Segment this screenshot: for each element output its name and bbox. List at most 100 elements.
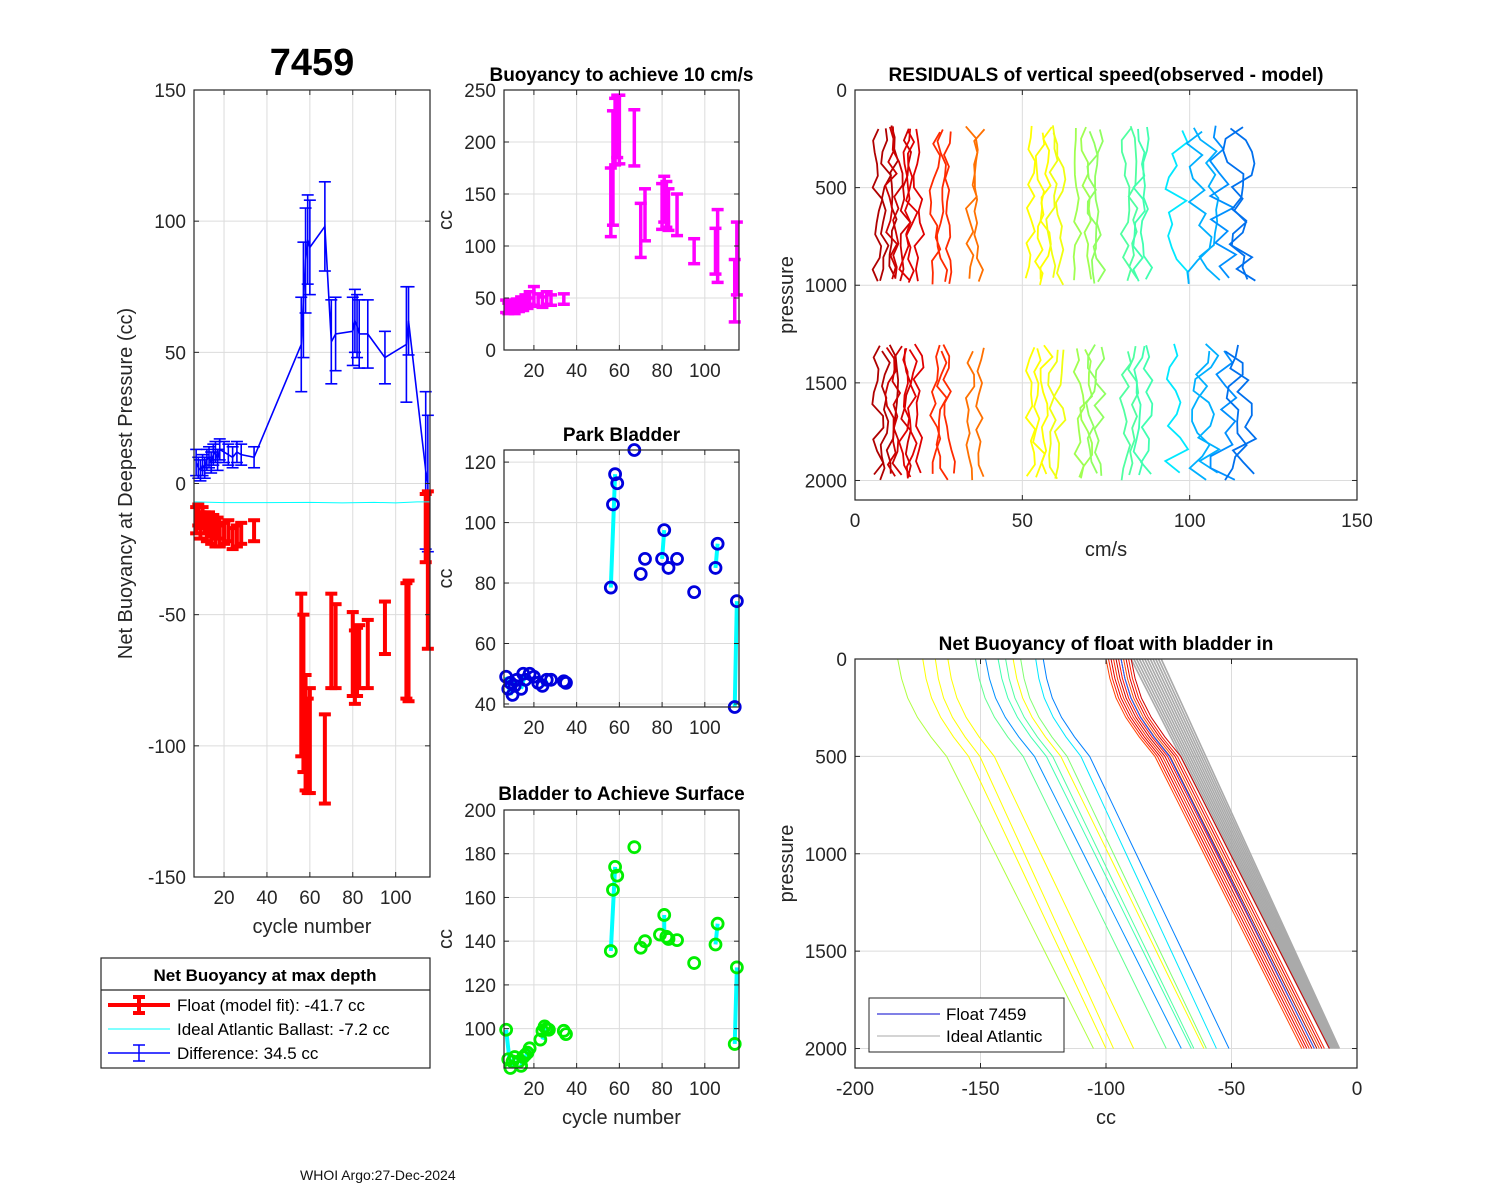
- y-tick-label: 1000: [805, 845, 847, 866]
- residual-profile: [912, 343, 925, 474]
- legend-label: Float 7459: [946, 1005, 1026, 1024]
- data-point: [606, 882, 620, 897]
- residual-profile: [891, 345, 903, 476]
- data-point: [661, 932, 676, 946]
- y-tick-label: 200: [464, 801, 496, 822]
- chart-title: Bladder to Achieve Surface: [498, 784, 744, 805]
- footer-credit: WHOI Argo:27-Dec-2024: [300, 1167, 456, 1183]
- float-profile: [1110, 658, 1308, 1049]
- residual-profile: [1127, 125, 1139, 280]
- x-tick-label: 100: [689, 361, 721, 382]
- data-point: [729, 960, 744, 975]
- residual-profile: [1209, 350, 1238, 481]
- y-tick-label: 100: [464, 1020, 496, 1041]
- y-tick-label: 150: [154, 81, 186, 102]
- data-point: [608, 467, 622, 482]
- float-profile: [1108, 658, 1305, 1049]
- x-tick-label: 80: [652, 361, 673, 382]
- x-tick-label: 100: [1174, 511, 1206, 532]
- chart-title: RESIDUALS of vertical speed(observed - m…: [889, 65, 1324, 86]
- connector-line: [608, 474, 618, 588]
- residual-profile: [879, 350, 891, 481]
- residual-profile: [871, 128, 884, 282]
- residual-profile: [1052, 349, 1067, 479]
- data-point: [633, 567, 648, 581]
- y-tick-label: -100: [148, 737, 186, 758]
- residual-profile: [1045, 125, 1059, 278]
- data-point: [638, 551, 652, 566]
- x-axis-label: cycle number: [253, 916, 372, 938]
- residual-profile: [898, 347, 912, 478]
- y-tick-label: 80: [475, 574, 496, 595]
- residual-profile: [888, 125, 899, 279]
- y-axis-label: cc: [435, 929, 457, 949]
- x-axis-label: cm/s: [1085, 539, 1127, 561]
- y-tick-label: 150: [464, 185, 496, 206]
- float-profile: [1125, 658, 1323, 1049]
- y-tick-label: 180: [464, 845, 496, 866]
- residual-profile: [1127, 345, 1140, 476]
- residual-profile: [879, 128, 893, 281]
- residual-profile: [964, 350, 976, 481]
- residual-profile: [1093, 346, 1107, 476]
- float-profile: [1035, 658, 1217, 1049]
- x-tick-label: 100: [380, 888, 412, 909]
- ideal-atlantic-profile: [1146, 658, 1336, 1049]
- y-tick-label: 50: [475, 289, 496, 310]
- residual-profile: [1163, 343, 1190, 474]
- data-point: [541, 1022, 556, 1037]
- float-profile: [897, 658, 1094, 1049]
- residual-profile: [885, 344, 900, 474]
- residual-profile: [871, 345, 885, 476]
- y-tick-label: 0: [836, 650, 847, 671]
- data-point: [499, 1022, 514, 1037]
- legend-label: Ideal Atlantic: [946, 1027, 1043, 1046]
- float-profile: [934, 658, 1114, 1049]
- ideal-atlantic-profile: [1155, 658, 1339, 1049]
- residual-profile: [1052, 132, 1067, 286]
- x-axis-label: cc: [1096, 1107, 1116, 1129]
- y-tick-label: 200: [464, 133, 496, 154]
- legend-net-buoyancy: Float 7459 Ideal Atlantic: [868, 997, 1065, 1053]
- data-point: [603, 580, 618, 595]
- data-point: [522, 1041, 537, 1056]
- data-point: [710, 916, 725, 931]
- x-tick-label: 0: [1352, 1079, 1363, 1100]
- float-profile: [1042, 658, 1230, 1049]
- data-point: [610, 476, 625, 491]
- y-tick-label: 2000: [805, 1040, 847, 1061]
- y-tick-label: 2000: [805, 471, 847, 492]
- float-profile: [947, 658, 1135, 1049]
- y-axis-label: pressure: [776, 256, 798, 334]
- x-tick-label: 100: [689, 1079, 721, 1100]
- residual-profile: [975, 347, 985, 478]
- x-tick-label: -150: [961, 1079, 999, 1100]
- residual-profile: [935, 350, 949, 481]
- x-tick-label: 80: [342, 888, 363, 909]
- chart-park-bladder: 20 40 60 80 100 40 60 80 100 120 Park Bladder cc: [435, 425, 744, 739]
- float-profile: [974, 658, 1167, 1049]
- ideal-atlantic-profile: [1149, 658, 1337, 1049]
- residual-profile: [1024, 125, 1036, 279]
- float-profile: [1020, 658, 1207, 1049]
- residual-profile: [1188, 350, 1211, 481]
- x-tick-label: 20: [213, 888, 234, 909]
- ideal-atlantic-profile: [1135, 658, 1332, 1049]
- data-point: [657, 908, 672, 922]
- chart-title: Net Buoyancy of float with bladder in: [939, 634, 1274, 655]
- data-point: [655, 551, 669, 566]
- float-profile: [1113, 658, 1310, 1049]
- y-tick-label: 50: [165, 343, 186, 364]
- chart-title: 7459: [270, 42, 355, 84]
- residual-profile: [1224, 350, 1248, 481]
- chart-net-buoyancy-profiles: -200 -150 -100 -50 0 0 500 1000 1500 2000 Net Buoy…: [776, 634, 1362, 1129]
- x-tick-label: 40: [566, 361, 587, 382]
- data-point: [544, 672, 558, 687]
- chart-title: Park Bladder: [563, 425, 681, 446]
- x-tick-label: 20: [523, 361, 544, 382]
- axes-frame: [503, 89, 740, 351]
- residual-profile: [1192, 343, 1221, 474]
- x-tick-label: 40: [256, 888, 277, 909]
- legend-label: Float (model fit): -41.7 cc: [177, 996, 366, 1015]
- x-tick-label: 0: [850, 511, 861, 532]
